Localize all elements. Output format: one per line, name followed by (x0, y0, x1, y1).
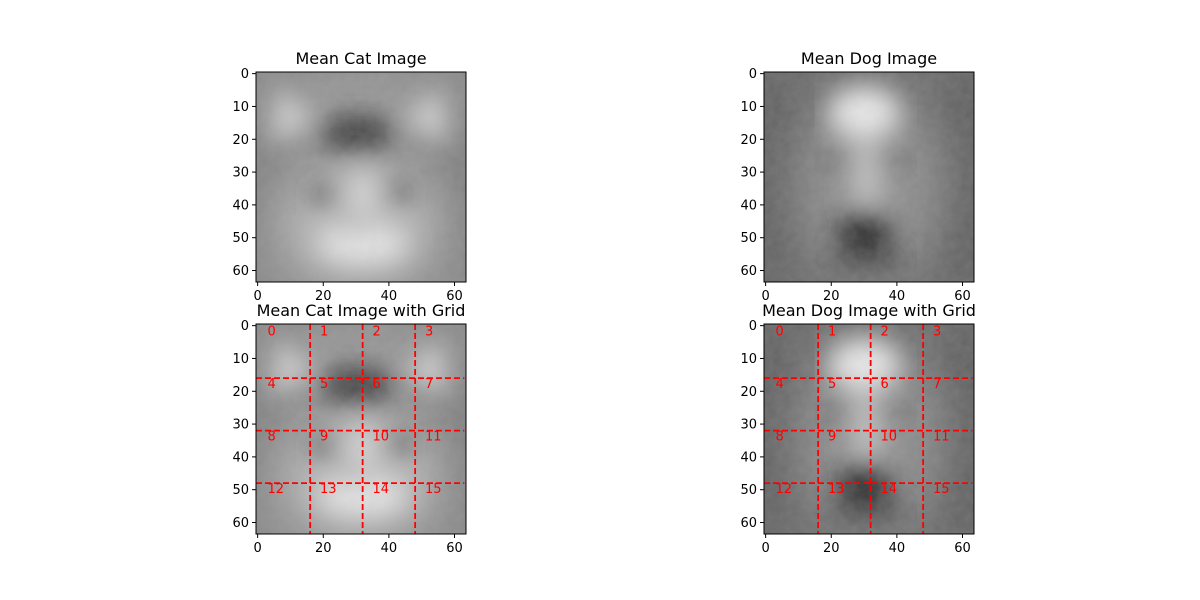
grid-cell-label: 1 (828, 325, 836, 340)
grid-cell-label: 13 (320, 482, 337, 497)
y-tick-label: 20 (232, 133, 249, 148)
x-tick-label: 40 (889, 541, 906, 556)
grid-cell-label: 0 (775, 325, 783, 340)
grid-cell-label: 14 (880, 482, 897, 497)
x-tick-label: 60 (954, 289, 971, 304)
panel-dog: 0 20 40 60 0 10 20 30 40 50 60 Mean Dog Image (740, 49, 975, 304)
grid-cell-label: 9 (320, 430, 328, 445)
y-tick-label: 50 (740, 483, 757, 498)
grid-cell-label: 6 (372, 377, 380, 392)
y-tick-label: 40 (740, 198, 757, 213)
grid-cell-label: 4 (775, 377, 783, 392)
y-tick-label: 20 (232, 385, 249, 400)
y-tick-label: 60 (740, 264, 757, 279)
grid-cell-label: 11 (933, 430, 950, 445)
y-tick-label: 50 (740, 231, 757, 246)
y-tick-label: 60 (232, 516, 249, 531)
grid-cell-label: 5 (320, 377, 328, 392)
y-tick-label: 0 (241, 319, 249, 334)
chart-title: Mean Dog Image (801, 49, 937, 68)
y-tick-label: 40 (232, 198, 249, 213)
y-tick-label: 30 (740, 166, 757, 181)
chart-title: Mean Dog Image with Grid (762, 301, 976, 320)
grid-cell-label: 14 (372, 482, 389, 497)
grid-cell-label: 5 (828, 377, 836, 392)
y-tick-label: 0 (749, 67, 757, 82)
axes-frame (763, 71, 975, 283)
x-tick-label: 40 (381, 541, 398, 556)
grid-cell-label: 11 (425, 430, 442, 445)
grid-cell-label: 12 (775, 482, 792, 497)
cat-mean-image (256, 324, 466, 534)
grid-cell-label: 4 (267, 377, 275, 392)
grid-cell-label: 8 (775, 430, 783, 445)
axes-frame (255, 71, 467, 283)
y-tick-label: 60 (740, 516, 757, 531)
grid-cell-label: 10 (880, 430, 897, 445)
y-tick-label: 30 (232, 418, 249, 433)
grid-cell-label: 9 (828, 430, 836, 445)
y-tick-label: 50 (232, 483, 249, 498)
grid-cell-label: 12 (267, 482, 284, 497)
dog-mean-image (764, 72, 974, 282)
y-tick-label: 10 (740, 352, 757, 367)
x-tick-label: 0 (254, 541, 262, 556)
x-tick-label: 0 (762, 289, 770, 304)
grid-cell-label: 3 (425, 325, 433, 340)
y-tick-label: 50 (232, 231, 249, 246)
panel-cat: 0 20 40 60 0 10 20 30 40 50 60 Mean Cat Image (232, 49, 467, 304)
y-tick-label: 40 (232, 450, 249, 465)
y-tick-label: 0 (241, 67, 249, 82)
chart-title: Mean Cat Image (295, 49, 426, 68)
x-tick-label: 20 (823, 541, 840, 556)
grid-cell-label: 7 (425, 377, 433, 392)
axes-frame (763, 323, 975, 535)
x-tick-label: 0 (762, 541, 770, 556)
grid-cell-label: 2 (372, 325, 380, 340)
x-tick-label: 60 (446, 541, 463, 556)
y-tick-label: 10 (232, 100, 249, 115)
grid-cell-label: 3 (933, 325, 941, 340)
y-tick-label: 20 (740, 385, 757, 400)
x-tick-label: 0 (254, 289, 262, 304)
grid-cell-label: 13 (828, 482, 845, 497)
grid-cell-label: 8 (267, 430, 275, 445)
grid-cell-label: 10 (372, 430, 389, 445)
chart-title: Mean Cat Image with Grid (257, 301, 466, 320)
grid-cell-label: 15 (933, 482, 950, 497)
dog-mean-image (764, 324, 974, 534)
x-tick-label: 60 (446, 289, 463, 304)
y-tick-label: 30 (740, 418, 757, 433)
grid-cell-label: 6 (880, 377, 888, 392)
grid-cell-label: 15 (425, 482, 442, 497)
grid-cell-label: 2 (880, 325, 888, 340)
y-tick-label: 30 (232, 166, 249, 181)
y-tick-label: 0 (749, 319, 757, 334)
x-tick-label: 20 (823, 289, 840, 304)
grid-cell-label: 1 (320, 325, 328, 340)
x-tick-label: 60 (954, 541, 971, 556)
y-tick-label: 10 (740, 100, 757, 115)
grid-cell-label: 0 (267, 325, 275, 340)
x-tick-label: 40 (889, 289, 906, 304)
x-tick-label: 20 (315, 289, 332, 304)
y-tick-label: 20 (740, 133, 757, 148)
grid-cell-label: 7 (933, 377, 941, 392)
y-tick-label: 10 (232, 352, 249, 367)
y-tick-label: 60 (232, 264, 249, 279)
axes-frame (255, 323, 467, 535)
x-tick-label: 40 (381, 289, 398, 304)
cat-mean-image (256, 72, 466, 282)
x-tick-label: 20 (315, 541, 332, 556)
y-tick-label: 40 (740, 450, 757, 465)
